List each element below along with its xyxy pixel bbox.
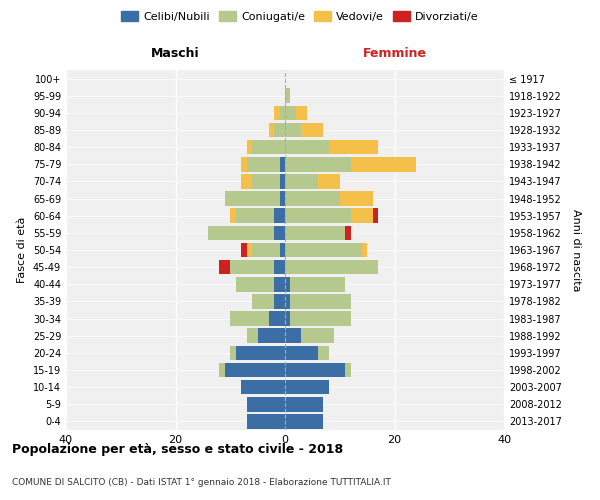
Bar bbox=[274, 208, 285, 223]
Bar bbox=[274, 122, 285, 138]
Bar bbox=[220, 362, 225, 378]
Bar bbox=[252, 242, 280, 258]
Bar bbox=[301, 328, 334, 343]
Bar bbox=[236, 277, 274, 291]
Bar bbox=[225, 362, 285, 378]
Bar bbox=[257, 328, 285, 343]
Bar bbox=[285, 380, 329, 394]
Bar bbox=[285, 106, 296, 120]
Bar bbox=[285, 88, 290, 103]
Bar bbox=[285, 122, 301, 138]
Bar bbox=[241, 380, 285, 394]
Bar bbox=[236, 208, 274, 223]
Bar bbox=[285, 362, 345, 378]
Bar bbox=[230, 208, 236, 223]
Y-axis label: Anni di nascita: Anni di nascita bbox=[571, 209, 581, 291]
Bar bbox=[285, 226, 345, 240]
Bar bbox=[290, 294, 351, 308]
Bar bbox=[252, 294, 274, 308]
Bar bbox=[285, 397, 323, 411]
Bar bbox=[247, 242, 252, 258]
Bar bbox=[252, 174, 280, 188]
Bar bbox=[230, 260, 274, 274]
Bar bbox=[236, 346, 285, 360]
Bar bbox=[280, 192, 285, 206]
Bar bbox=[285, 174, 318, 188]
Bar bbox=[280, 157, 285, 172]
Bar bbox=[345, 362, 351, 378]
Bar bbox=[285, 328, 301, 343]
Bar bbox=[340, 192, 373, 206]
Bar bbox=[247, 328, 257, 343]
Bar bbox=[318, 346, 329, 360]
Bar bbox=[345, 226, 351, 240]
Bar bbox=[285, 260, 378, 274]
Bar bbox=[280, 242, 285, 258]
Bar bbox=[252, 140, 285, 154]
Bar bbox=[274, 277, 285, 291]
Bar bbox=[285, 414, 323, 428]
Bar bbox=[285, 157, 351, 172]
Text: Femmine: Femmine bbox=[362, 46, 427, 60]
Bar bbox=[247, 414, 285, 428]
Bar bbox=[247, 157, 280, 172]
Bar bbox=[230, 312, 269, 326]
Bar bbox=[351, 208, 373, 223]
Bar bbox=[247, 397, 285, 411]
Bar bbox=[318, 174, 340, 188]
Bar bbox=[269, 312, 285, 326]
Bar bbox=[351, 157, 416, 172]
Bar bbox=[362, 242, 367, 258]
Bar bbox=[274, 260, 285, 274]
Bar bbox=[285, 294, 290, 308]
Bar bbox=[247, 140, 252, 154]
Bar bbox=[220, 260, 230, 274]
Bar bbox=[230, 346, 236, 360]
Bar bbox=[285, 312, 290, 326]
Bar bbox=[285, 277, 290, 291]
Bar bbox=[269, 122, 274, 138]
Bar bbox=[241, 242, 247, 258]
Text: Popolazione per età, sesso e stato civile - 2018: Popolazione per età, sesso e stato civil… bbox=[12, 442, 343, 456]
Y-axis label: Fasce di età: Fasce di età bbox=[17, 217, 27, 283]
Bar bbox=[285, 192, 340, 206]
Bar bbox=[241, 174, 252, 188]
Bar bbox=[290, 277, 345, 291]
Bar bbox=[274, 226, 285, 240]
Bar bbox=[329, 140, 378, 154]
Bar bbox=[301, 122, 323, 138]
Bar bbox=[225, 192, 280, 206]
Bar bbox=[285, 346, 318, 360]
Bar bbox=[280, 174, 285, 188]
Bar bbox=[285, 208, 351, 223]
Bar bbox=[274, 106, 280, 120]
Bar bbox=[280, 106, 285, 120]
Bar bbox=[208, 226, 274, 240]
Bar bbox=[296, 106, 307, 120]
Bar bbox=[290, 312, 351, 326]
Bar bbox=[285, 242, 362, 258]
Bar bbox=[274, 294, 285, 308]
Text: Maschi: Maschi bbox=[151, 46, 200, 60]
Legend: Celibi/Nubili, Coniugati/e, Vedovi/e, Divorziati/e: Celibi/Nubili, Coniugati/e, Vedovi/e, Di… bbox=[118, 8, 482, 25]
Text: COMUNE DI SALCITO (CB) - Dati ISTAT 1° gennaio 2018 - Elaborazione TUTTITALIA.IT: COMUNE DI SALCITO (CB) - Dati ISTAT 1° g… bbox=[12, 478, 391, 487]
Bar bbox=[241, 157, 247, 172]
Bar bbox=[285, 140, 329, 154]
Bar bbox=[373, 208, 378, 223]
